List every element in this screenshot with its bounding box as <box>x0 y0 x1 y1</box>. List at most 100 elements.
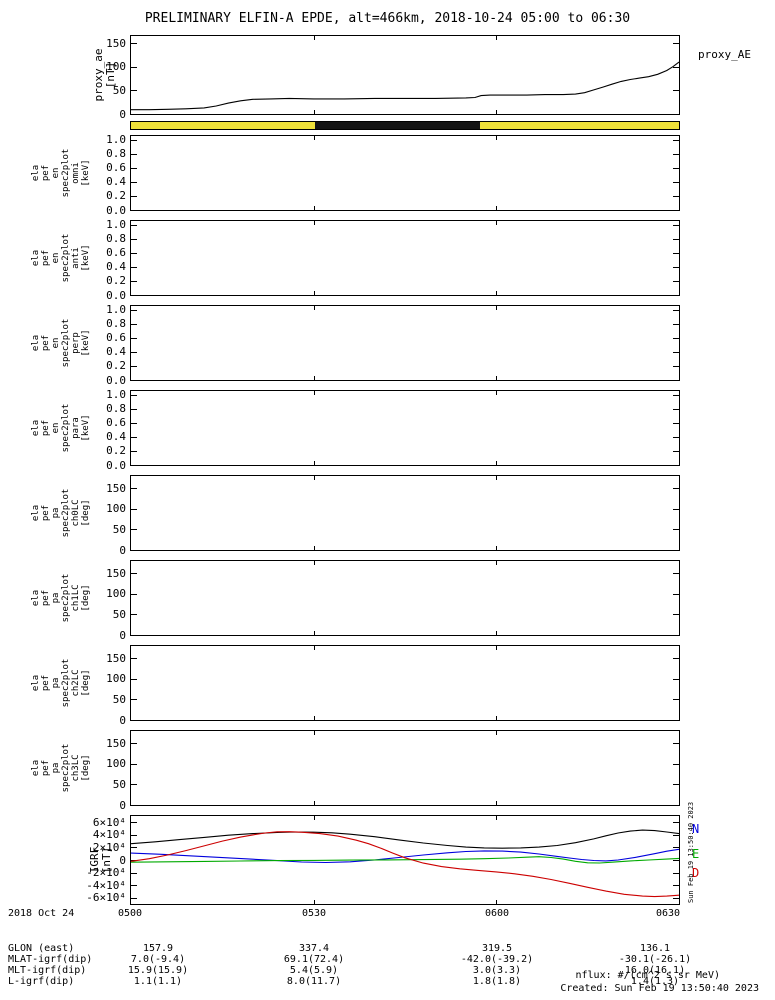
tick-mark <box>313 136 315 140</box>
tick-mark <box>131 365 137 367</box>
ephemeris-value: 5.4(5.9) <box>289 965 339 976</box>
y-tick-label: 150 <box>106 651 126 665</box>
ephemeris-value: 1.8(1.8) <box>472 976 522 987</box>
y-tick-label: -2×10⁴ <box>86 866 126 880</box>
tick-mark <box>131 139 137 141</box>
tick-mark <box>131 224 137 226</box>
tick-mark <box>131 465 137 466</box>
y-tick-label: 0.4 <box>106 175 126 189</box>
y-tick-label: 50 <box>112 522 126 536</box>
tick-mark <box>673 139 679 141</box>
tick-mark <box>131 408 137 410</box>
created-timestamp: Created: Sun Feb 19 13:50:40 2023 <box>560 983 759 994</box>
tick-mark <box>496 816 498 820</box>
ephemeris-value: -30.1(-26.1) <box>618 954 692 965</box>
y-tick-label: 0 <box>119 107 126 121</box>
bar-segment <box>131 122 316 129</box>
tick-mark <box>131 450 137 452</box>
tick-mark <box>131 720 137 721</box>
tick-mark <box>131 784 137 786</box>
tick-mark <box>673 266 679 268</box>
footer-row-label: MLT-igrf(dip) <box>8 965 87 976</box>
tick-mark <box>131 43 137 45</box>
panel-ela-pef-pa-spec2plot-ch2LC: 0 50 100 150 ela pef pa spec2plot ch2LC [deg] <box>31 645 680 727</box>
ephemeris-value: 8.0(11.7) <box>286 976 342 987</box>
y-tick-label: 0.8 <box>106 232 126 246</box>
tick-mark <box>673 593 679 595</box>
panel-proxy-ae: 0 50 100 150 proxy_ae [nT] <box>92 35 680 121</box>
tick-mark <box>673 450 679 452</box>
ephemeris-value: 0530 <box>301 908 327 919</box>
ephemeris-value: 0600 <box>484 908 510 919</box>
tick-mark <box>673 309 679 311</box>
y-tick-label: 0.2 <box>106 444 126 458</box>
tick-mark <box>673 897 679 899</box>
tick-mark <box>673 66 679 68</box>
tick-mark <box>131 573 137 575</box>
bar-segment <box>479 122 679 129</box>
tick-mark <box>673 351 679 353</box>
tick-mark <box>131 488 137 490</box>
tick-mark <box>673 408 679 410</box>
y-tick-label: 4×10⁴ <box>92 828 126 842</box>
series-E <box>131 856 679 864</box>
tick-mark <box>496 391 498 395</box>
tick-mark <box>673 43 679 45</box>
tick-mark <box>131 66 137 68</box>
tick-mark <box>313 476 315 480</box>
tick-mark <box>313 716 315 720</box>
tick-mark <box>131 436 137 438</box>
tick-mark <box>313 391 315 395</box>
tick-mark <box>673 529 679 531</box>
tick-mark <box>131 114 137 115</box>
ephemeris-value: 15.9(15.9) <box>127 965 189 976</box>
tick-mark <box>131 614 137 616</box>
ephemeris-value: 3.0(3.3) <box>472 965 522 976</box>
tick-mark <box>313 461 315 465</box>
igrf-legend-d: D <box>692 866 700 880</box>
plot-title: PRELIMINARY ELFIN-A EPDE, alt=466km, 201… <box>144 11 631 26</box>
tick-mark <box>673 805 679 806</box>
footer-row: MLAT-igrf(dip) 7.0(-9.4) 69.1(72.4) -42.… <box>0 954 775 966</box>
y-tick-label: 1.0 <box>106 303 126 317</box>
y-tick-label: 0.6 <box>106 416 126 430</box>
flux-units-note: nflux: #/(cm^2 s sr MeV) <box>575 970 721 981</box>
y-tick-label: -6×10⁴ <box>86 891 126 905</box>
panel-ela-pef-pa-spec2plot-ch0LC: 0 50 100 150 ela pef pa spec2plot ch0LC [deg] <box>31 475 680 557</box>
tick-mark <box>496 136 498 140</box>
tick-mark <box>313 36 315 40</box>
tick-mark <box>313 646 315 650</box>
y-tick-label: 150 <box>106 36 126 50</box>
tick-mark <box>673 167 679 169</box>
tick-mark <box>673 210 679 211</box>
tick-mark <box>673 114 679 115</box>
tick-mark <box>673 550 679 551</box>
tick-mark <box>131 508 137 510</box>
y-tick-label: 0.0 <box>106 203 126 217</box>
y-tick-label: 0 <box>119 853 126 867</box>
tick-mark <box>131 763 137 765</box>
ephemeris-value: 157.9 <box>142 943 174 954</box>
tick-mark <box>496 376 498 380</box>
tick-mark <box>131 90 137 92</box>
ephemeris-value: 1.4(1.3) <box>630 976 680 987</box>
tick-mark <box>131 394 137 396</box>
y-tick-label: 0 <box>119 713 126 727</box>
tick-mark <box>313 631 315 635</box>
y-tick-label: 100 <box>106 757 126 771</box>
y-tick-label: 0.6 <box>106 246 126 260</box>
tick-mark <box>131 380 137 381</box>
tick-mark <box>131 805 137 806</box>
tick-mark <box>673 153 679 155</box>
tick-mark <box>131 210 137 211</box>
footer-row: MLT-igrf(dip) 15.9(15.9) 5.4(5.9) 3.0(3.… <box>0 965 775 977</box>
y-tick-label: 150 <box>106 481 126 495</box>
tick-mark <box>673 380 679 381</box>
tick-mark <box>131 743 137 745</box>
panel-igrf: 6×10⁴ 4×10⁴ 2×10⁴ 0 -2×10⁴ -4×10⁴ -6×10⁴ IGRF [n… <box>86 815 680 905</box>
y-tick-label: 50 <box>112 777 126 791</box>
tick-mark <box>131 280 137 282</box>
footer-row-label: GLON (east) <box>8 943 75 954</box>
y-tick-label: 1.0 <box>106 218 126 232</box>
